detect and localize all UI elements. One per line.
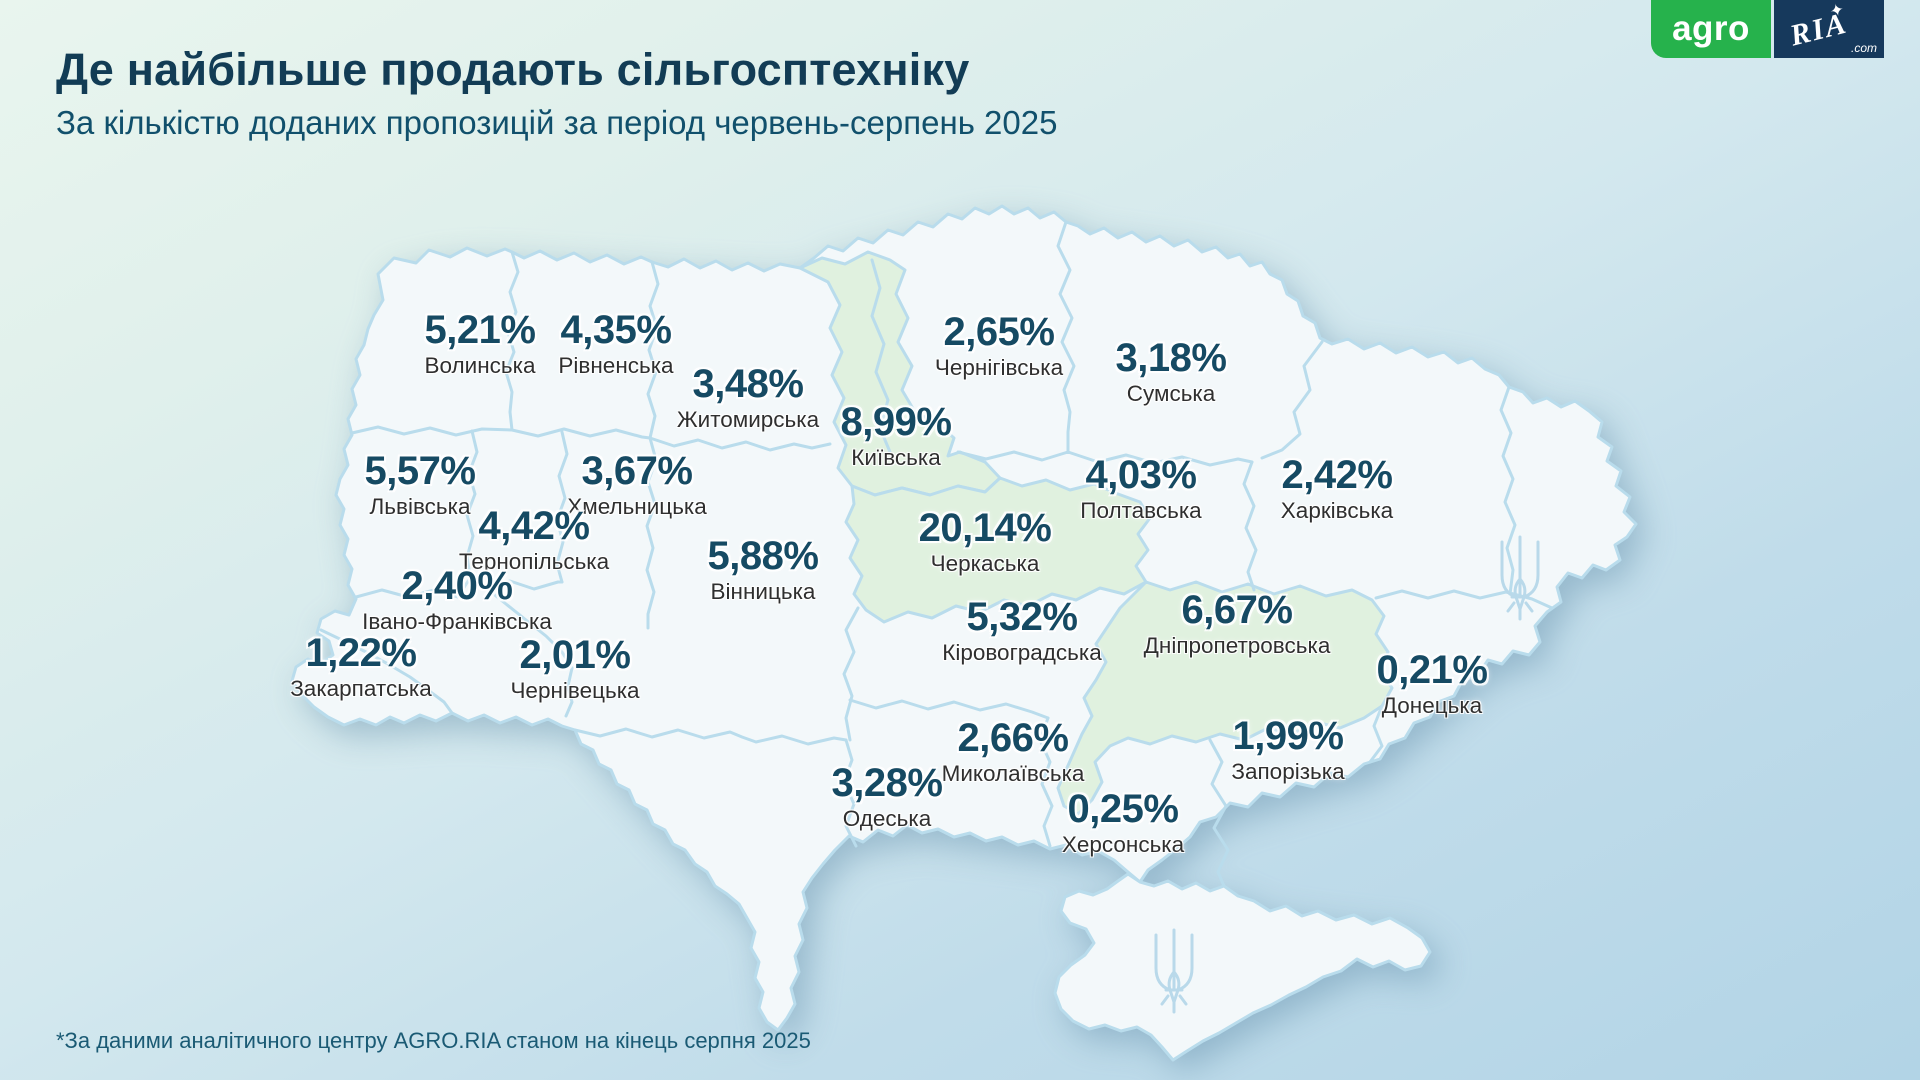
region-label-cherkaska: 20,14% Черкаська (919, 506, 1052, 577)
region-shape-kyivska (798, 250, 1002, 497)
ria-logo-com: .com (1850, 41, 1877, 55)
region-name: Вінницька (710, 579, 816, 604)
region-value: 3,48% (692, 362, 804, 406)
region-value: 2,42% (1281, 453, 1393, 497)
region-name: Тернопільська (458, 549, 610, 574)
region-label-kharkivska: 2,42% Харківська (1281, 453, 1393, 524)
region-label-chernivetska: 2,01% Чернівецька (510, 633, 639, 704)
agro-logo-text: agro (1651, 0, 1771, 58)
region-label-zakarpatska: 1,22% Закарпатська (290, 631, 432, 702)
region-label-sumska: 3,18% Сумська (1116, 336, 1227, 407)
region-label-odeska: 3,28% Одеська (832, 761, 943, 832)
region-label-vinnytska: 5,88% Вінницька (708, 534, 819, 605)
region-value: 3,67% (581, 449, 693, 493)
region-label-volynska: 5,21% Волинська (425, 308, 536, 379)
region-value: 3,28% (831, 761, 943, 805)
region-name: Донецька (1381, 693, 1483, 718)
region-value: 2,65% (943, 310, 1055, 354)
region-value: 3,18% (1115, 336, 1227, 380)
region-name: Миколаївська (941, 761, 1085, 786)
region-value: 4,35% (560, 308, 672, 352)
region-value: 0,25% (1067, 787, 1179, 831)
region-shape-dnipropetrovska (1056, 580, 1394, 816)
region-name: Львівська (369, 494, 471, 519)
region-value: 20,14% (918, 506, 1052, 550)
region-label-donetska: 0,21% Донецька (1377, 648, 1488, 719)
region-name: Івано-Франківська (362, 609, 552, 634)
region-shape-cherkaska (844, 476, 1152, 624)
region-name: Харківська (1280, 498, 1394, 523)
region-name: Кіровоградська (942, 640, 1102, 665)
region-value: 5,57% (364, 449, 476, 493)
region-value: 2,66% (957, 716, 1069, 760)
region-name: Волинська (424, 353, 536, 378)
region-value: 0,21% (1376, 648, 1488, 692)
region-name: Рівненська (558, 353, 674, 378)
region-label-rivnenska: 4,35% Рівненська (558, 308, 673, 379)
region-name: Чернігівська (934, 355, 1064, 380)
source-note: *За даними аналітичного центру AGRO.RIA … (56, 1028, 811, 1053)
region-label-khmelnytska: 3,67% Хмельницька (567, 449, 707, 520)
region-label-ivano-frankivska: 2,40% Івано-Франківська (362, 564, 552, 635)
region-label-chernihivska: 2,65% Чернігівська (935, 310, 1063, 381)
region-value: 2,40% (401, 564, 513, 608)
region-name: Хмельницька (567, 494, 707, 519)
region-label-lvivska: 5,57% Львівська (365, 449, 476, 520)
region-name: Закарпатська (290, 676, 432, 701)
region-name: Київська (851, 445, 941, 470)
region-label-zhytomyrska: 3,48% Житомирська (677, 362, 819, 433)
region-value: 8,99% (840, 400, 952, 444)
region-name: Полтавська (1080, 498, 1202, 523)
region-label-zaporizka: 1,99% Запорізька (1231, 714, 1344, 785)
region-label-ternopilska: 4,42% Тернопільська (459, 504, 609, 575)
region-name: Одеська (842, 806, 932, 831)
region-value: 5,88% (707, 534, 819, 578)
region-label-poltavska: 4,03% Полтавська (1080, 453, 1201, 524)
ukraine-mainland-shape (290, 204, 1638, 1032)
region-label-mykolaivska: 2,66% Миколаївська (942, 716, 1085, 787)
crimea-shape (1053, 872, 1432, 1062)
region-value: 1,99% (1232, 714, 1344, 758)
region-value: 5,21% (424, 308, 536, 352)
ria-logo-box: ✦ RIA .com (1774, 0, 1884, 58)
region-name: Херсонська (1061, 832, 1185, 857)
region-value: 4,03% (1085, 453, 1197, 497)
agro-ria-logo: agro ✦ RIA .com (1651, 0, 1884, 58)
region-value: 6,67% (1181, 588, 1293, 632)
region-value: 1,22% (305, 631, 417, 675)
page-subtitle: За кількістю доданих пропозицій за періо… (56, 104, 1058, 141)
region-name: Житомирська (676, 407, 820, 432)
region-name: Сумська (1126, 381, 1216, 406)
region-label-kirovohradska: 5,32% Кіровоградська (942, 595, 1102, 666)
region-value: 5,32% (966, 595, 1078, 639)
ria-logo-text: RIA (1786, 6, 1851, 53)
page-title: Де найбільше продають сільгосптехніку (56, 44, 970, 95)
region-label-dnipropetrovska: 6,67% Дніпропетровська (1144, 588, 1331, 659)
region-value: 2,01% (519, 633, 631, 677)
region-label-khersonska: 0,25% Херсонська (1062, 787, 1184, 858)
region-name: Черкаська (930, 551, 1040, 576)
region-name: Дніпропетровська (1143, 633, 1331, 658)
region-name: Запорізька (1231, 759, 1345, 784)
region-name: Чернівецька (510, 678, 640, 703)
region-value: 4,42% (478, 504, 590, 548)
region-label-kyivska: 8,99% Київська (841, 400, 952, 471)
